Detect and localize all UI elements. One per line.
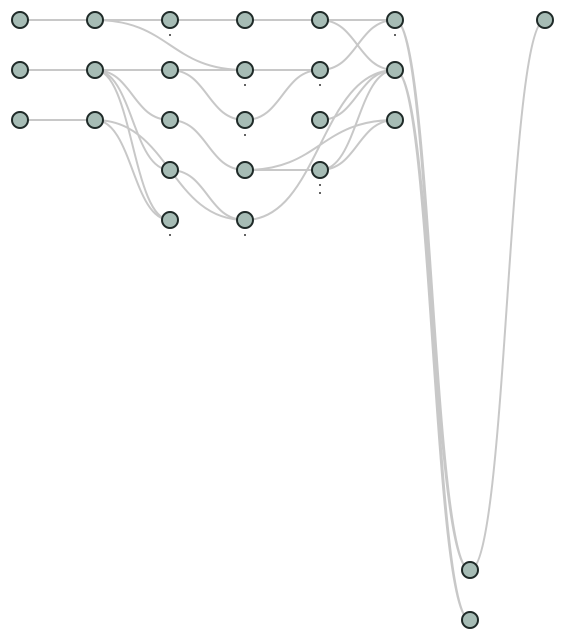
graph-node-c3r1[interactable] [236, 61, 254, 79]
edge-c2r3-c3r4 [169, 169, 246, 221]
graph-node-c2r0[interactable] [161, 11, 179, 29]
edge-layer [20, 19, 546, 621]
graph-node-c5r2[interactable] [386, 111, 404, 129]
edge-c1r2-c2r4 [94, 119, 171, 221]
graph-node-c4r2[interactable] [311, 111, 329, 129]
graph-node-c3r4[interactable] [236, 211, 254, 229]
waypoint-dot [244, 134, 246, 136]
graph-node-c3r0[interactable] [236, 11, 254, 29]
graph-node-c4r1[interactable] [311, 61, 329, 79]
graph-node-c2r3[interactable] [161, 161, 179, 179]
waypoint-dot [169, 34, 171, 36]
graph-node-c1r0[interactable] [86, 11, 104, 29]
edge-c2r1-c3r2 [169, 69, 246, 121]
edge-c5r0-c6a [394, 19, 471, 571]
graph-node-c4r0[interactable] [311, 11, 329, 29]
graph-node-c1r2[interactable] [86, 111, 104, 129]
graph-node-c1r1[interactable] [86, 61, 104, 79]
graph-node-c0r2[interactable] [11, 111, 29, 129]
waypoint-dot [319, 192, 321, 194]
graph-node-c0r0[interactable] [11, 11, 29, 29]
graph-node-c4r3[interactable] [311, 161, 329, 179]
waypoint-dot [319, 84, 321, 86]
edge-c5r1-c6b [394, 69, 471, 621]
graph-node-c3r2[interactable] [236, 111, 254, 129]
waypoint-dot [394, 34, 396, 36]
waypoint-dot [169, 234, 171, 236]
graph-node-c2r1[interactable] [161, 61, 179, 79]
edge-c4r3-c5r1 [319, 69, 396, 171]
graph-node-c2r4[interactable] [161, 211, 179, 229]
graph-node-c3r3[interactable] [236, 161, 254, 179]
edge-c4r1-c5r0 [319, 19, 396, 71]
graph-node-c6a[interactable] [461, 561, 479, 579]
edge-c1r1-c2r2 [94, 69, 171, 121]
edge-c4r3-c5r2 [319, 119, 396, 171]
edge-c1r1-c2r3 [94, 69, 171, 171]
edge-c3r2-c4r1 [244, 69, 321, 121]
waypoint-layer [169, 34, 396, 236]
graph-node-c0r1[interactable] [11, 61, 29, 79]
edge-c3r4-c5r1 [244, 69, 396, 221]
edge-c5r1-c6a [394, 69, 471, 571]
graph-node-c6b[interactable] [461, 611, 479, 629]
waypoint-dot [244, 234, 246, 236]
edge-c1r0-c3r1 [94, 19, 246, 71]
node-layer [11, 11, 554, 629]
edge-c2r2-c3r3 [169, 119, 246, 171]
graph-node-c7r0[interactable] [536, 11, 554, 29]
graph-node-c2r2[interactable] [161, 111, 179, 129]
graph-node-c5r0[interactable] [386, 11, 404, 29]
waypoint-dot [244, 84, 246, 86]
graph-node-c5r1[interactable] [386, 61, 404, 79]
edge-c6a-c7r0 [469, 19, 546, 571]
edge-c4r2-c5r1 [319, 69, 396, 121]
edge-c1r1-c2r4 [94, 69, 171, 221]
waypoint-dot [319, 184, 321, 186]
